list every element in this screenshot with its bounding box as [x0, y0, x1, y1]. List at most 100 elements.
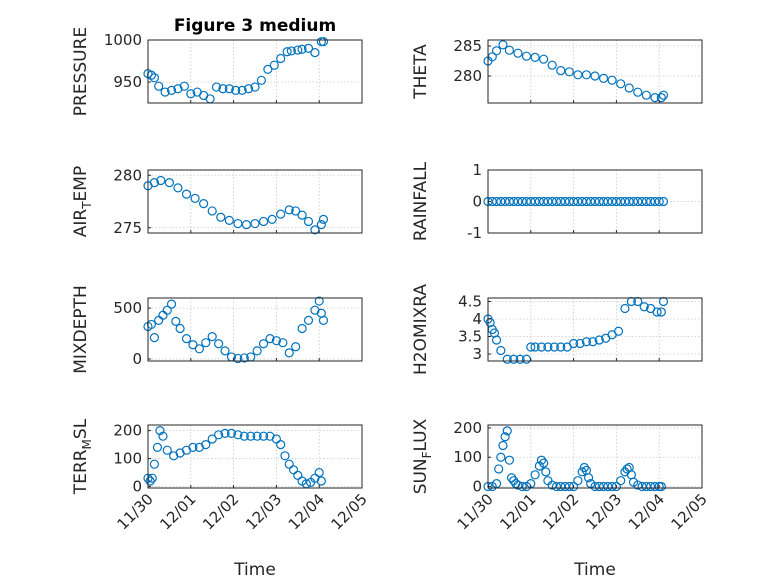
axes-frame — [487, 424, 703, 489]
data-point — [541, 467, 551, 477]
data-point — [276, 53, 286, 64]
data-point — [539, 458, 549, 468]
y-tick-label: 1000 — [104, 31, 142, 49]
data-point — [502, 426, 512, 436]
data-point — [318, 214, 329, 224]
data-point — [207, 206, 217, 216]
data-point — [639, 302, 649, 312]
data-point — [506, 473, 517, 483]
data-point — [282, 47, 292, 57]
y-axis-label-main: RAINFALL — [411, 161, 431, 241]
y-axis-label-subscript: M — [80, 439, 94, 449]
data-point — [573, 476, 583, 486]
data-point — [291, 342, 301, 352]
y-tick-label: 4 — [472, 310, 482, 328]
y-axis-label-main: H2OMIXRA — [411, 284, 431, 375]
data-point — [607, 75, 617, 85]
data-point — [207, 434, 217, 444]
data-point — [583, 473, 594, 483]
data-point — [258, 339, 269, 349]
data-point — [194, 344, 204, 354]
x-tick-label: 12/01 — [496, 490, 539, 533]
y-axis-label-tail: EMP — [71, 166, 91, 202]
data-point — [564, 67, 574, 77]
y-axis-label: H2OMIXRA — [411, 284, 431, 375]
data-point — [316, 220, 326, 230]
data-point — [276, 440, 286, 450]
data-point — [173, 183, 183, 193]
y-tick-label: 0 — [472, 193, 482, 211]
x-tick-label: 12/02 — [539, 490, 582, 533]
y-axis-label-subscript: T — [80, 201, 94, 210]
x-axis-label: Time — [233, 560, 276, 580]
data-point — [310, 225, 320, 235]
data-point — [530, 52, 540, 63]
data-point — [252, 346, 262, 356]
data-point — [568, 338, 579, 349]
data-point — [233, 218, 243, 229]
data-point — [224, 215, 234, 225]
data-point — [186, 89, 196, 99]
axes-frame — [147, 39, 363, 104]
data-point — [278, 338, 288, 348]
data-point — [241, 220, 252, 230]
data-point — [556, 342, 566, 352]
data-point — [598, 73, 609, 84]
data-point — [658, 90, 669, 100]
y-tick-label: 3 — [472, 345, 482, 363]
y-axis-label: SUNFLUX — [411, 418, 434, 494]
data-point — [504, 455, 514, 465]
data-point — [539, 54, 549, 64]
data-point — [231, 85, 241, 96]
data-point — [201, 440, 211, 450]
data-point — [517, 481, 527, 492]
x-tick-label: 12/03 — [582, 490, 625, 533]
data-point — [575, 338, 585, 349]
data-point — [199, 199, 209, 209]
y-tick-label: 285 — [453, 37, 482, 55]
data-point — [496, 452, 506, 462]
data-point — [250, 218, 260, 229]
data-point — [220, 428, 230, 438]
y-axis-label: RAINFALL — [411, 161, 431, 241]
x-tick-label: 11/30 — [454, 490, 497, 533]
data-point — [620, 303, 630, 314]
data-point — [256, 75, 267, 85]
data-point — [181, 189, 192, 199]
data-point — [547, 60, 557, 70]
data-point — [515, 354, 525, 364]
y-tick-label: 200 — [113, 422, 142, 440]
data-point — [211, 82, 222, 92]
plot-area — [147, 297, 363, 362]
x-axis-label: Time — [573, 560, 616, 580]
y-axis-label-main: MIXDEPTH — [71, 285, 91, 374]
data-point — [175, 323, 185, 334]
data-point — [267, 214, 277, 224]
x-tick-label: 12/03 — [242, 490, 285, 533]
subplot-rainfall: -1 0 1 RAINFALL — [411, 161, 703, 242]
data-point — [214, 430, 224, 440]
data-point — [214, 339, 224, 349]
y-tick-label: 280 — [113, 166, 142, 184]
data-point — [314, 468, 324, 478]
y-tick-label: 3.5 — [458, 328, 482, 346]
axes-frame — [487, 297, 703, 362]
data-point — [252, 431, 262, 441]
x-tick-label: 12/05 — [328, 490, 371, 533]
data-point — [146, 319, 157, 330]
data-point — [579, 462, 589, 473]
x-tick-label: 12/04 — [285, 490, 328, 533]
y-tick-label: 500 — [113, 299, 142, 317]
y-axis-label-main: THETA — [411, 44, 431, 100]
data-point — [504, 45, 514, 55]
data-point — [652, 307, 662, 317]
data-point — [616, 79, 626, 89]
x-tick-label: 12/01 — [156, 490, 199, 533]
data-point — [549, 342, 559, 352]
data-point — [513, 48, 523, 58]
data-point — [297, 44, 307, 54]
axes-frame — [147, 424, 363, 489]
data-point — [149, 333, 160, 343]
subplot-mixdepth: 0 500 MIXDEPTH — [71, 285, 363, 374]
data-point — [633, 480, 643, 490]
